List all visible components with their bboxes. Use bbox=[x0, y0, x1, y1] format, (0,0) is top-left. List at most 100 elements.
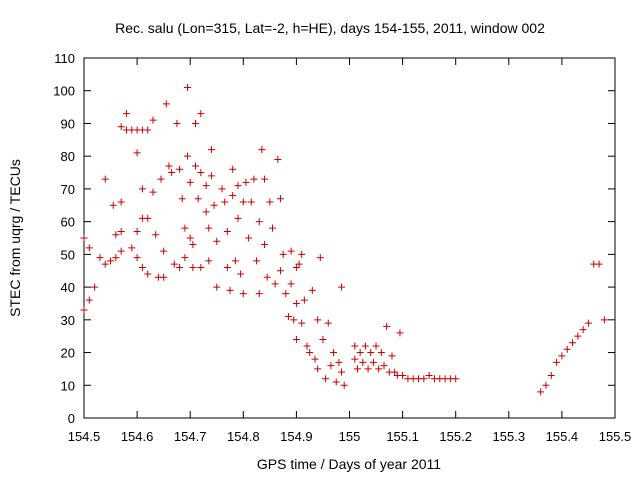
data-point bbox=[295, 260, 303, 268]
data-point bbox=[361, 342, 369, 350]
x-tick-label: 155.4 bbox=[546, 429, 579, 444]
data-point bbox=[80, 306, 88, 314]
data-point bbox=[245, 234, 253, 242]
data-point bbox=[425, 371, 433, 379]
data-point bbox=[239, 290, 247, 298]
data-point bbox=[117, 227, 125, 235]
data-point bbox=[316, 254, 324, 262]
data-point bbox=[584, 319, 592, 327]
chart-title: Rec. salu (Lon=315, Lat=-2, h=HE), days … bbox=[115, 20, 545, 36]
data-point bbox=[197, 263, 205, 271]
data-point bbox=[574, 332, 582, 340]
y-tick-label: 30 bbox=[61, 313, 75, 328]
data-point bbox=[117, 247, 125, 255]
y-tick-label: 80 bbox=[61, 149, 75, 164]
data-point bbox=[364, 365, 372, 373]
data-point bbox=[314, 316, 322, 324]
data-point bbox=[186, 178, 194, 186]
data-point bbox=[600, 316, 608, 324]
data-point bbox=[184, 83, 192, 91]
data-point bbox=[284, 313, 292, 321]
data-point bbox=[261, 241, 269, 249]
data-point bbox=[308, 286, 316, 294]
data-point bbox=[298, 319, 306, 327]
data-point bbox=[274, 155, 282, 163]
data-point bbox=[165, 162, 173, 170]
data-point bbox=[340, 381, 348, 389]
y-tick-labels: 0 10 20 30 40 50 60 70 80 90 100 110 bbox=[53, 51, 75, 426]
data-point bbox=[91, 283, 99, 291]
data-point bbox=[207, 172, 215, 180]
data-point bbox=[112, 254, 120, 262]
axis-ticks bbox=[83, 57, 616, 419]
data-point bbox=[170, 260, 178, 268]
data-point bbox=[202, 208, 210, 216]
data-point bbox=[160, 273, 168, 281]
y-tick-label: 100 bbox=[53, 84, 75, 99]
data-point bbox=[338, 283, 346, 291]
data-point bbox=[303, 342, 311, 350]
data-point bbox=[133, 149, 141, 157]
data-point bbox=[338, 368, 346, 376]
data-point bbox=[266, 198, 274, 206]
data-point bbox=[250, 175, 258, 183]
data-point bbox=[85, 296, 93, 304]
data-point bbox=[377, 349, 385, 357]
data-point bbox=[85, 244, 93, 252]
data-point bbox=[547, 371, 555, 379]
data-point bbox=[314, 365, 322, 373]
data-point bbox=[234, 214, 242, 222]
x-tick-label: 154.7 bbox=[174, 429, 207, 444]
data-point bbox=[221, 198, 229, 206]
data-point bbox=[112, 231, 120, 239]
data-point bbox=[335, 358, 343, 366]
data-point bbox=[282, 290, 290, 298]
data-point bbox=[109, 201, 117, 209]
data-point bbox=[396, 329, 404, 337]
data-point bbox=[205, 257, 213, 265]
data-point bbox=[149, 188, 157, 196]
data-point bbox=[197, 110, 205, 118]
data-point bbox=[162, 100, 170, 108]
data-point bbox=[380, 362, 388, 370]
data-point bbox=[255, 290, 263, 298]
data-point bbox=[210, 201, 218, 209]
x-tick-label: 154.9 bbox=[280, 429, 313, 444]
data-point bbox=[263, 273, 271, 281]
y-axis-label: STEC from uqrg / TECUs bbox=[7, 159, 23, 317]
data-point bbox=[258, 146, 266, 154]
data-point bbox=[359, 358, 367, 366]
data-point bbox=[553, 358, 561, 366]
data-point bbox=[176, 263, 184, 271]
data-point bbox=[353, 365, 361, 373]
data-point bbox=[452, 375, 460, 383]
data-point bbox=[292, 335, 300, 343]
data-point bbox=[276, 267, 284, 275]
data-point bbox=[218, 185, 226, 193]
y-tick-label: 70 bbox=[61, 182, 75, 197]
data-point bbox=[101, 175, 109, 183]
data-point bbox=[229, 191, 237, 199]
data-point bbox=[96, 254, 104, 262]
x-axis-label: GPS time / Days of year 2011 bbox=[257, 456, 441, 472]
y-tick-label: 50 bbox=[61, 247, 75, 262]
data-point bbox=[178, 195, 186, 203]
data-point bbox=[133, 227, 141, 235]
data-point bbox=[157, 175, 165, 183]
data-point bbox=[255, 218, 263, 226]
data-point bbox=[138, 263, 146, 271]
data-point bbox=[168, 169, 176, 177]
x-tick-labels: 154.5 154.6 154.7 154.8 154.9 155 155.1 155.2 15… bbox=[68, 429, 632, 444]
data-point bbox=[372, 342, 380, 350]
data-point bbox=[117, 198, 125, 206]
data-point bbox=[229, 165, 237, 173]
data-point bbox=[231, 257, 239, 265]
data-point bbox=[133, 254, 141, 262]
data-point bbox=[399, 371, 407, 379]
data-point bbox=[152, 231, 160, 239]
data-point bbox=[579, 326, 587, 334]
data-point bbox=[269, 224, 277, 232]
data-point bbox=[292, 299, 300, 307]
data-point bbox=[213, 237, 221, 245]
data-point bbox=[279, 250, 287, 258]
